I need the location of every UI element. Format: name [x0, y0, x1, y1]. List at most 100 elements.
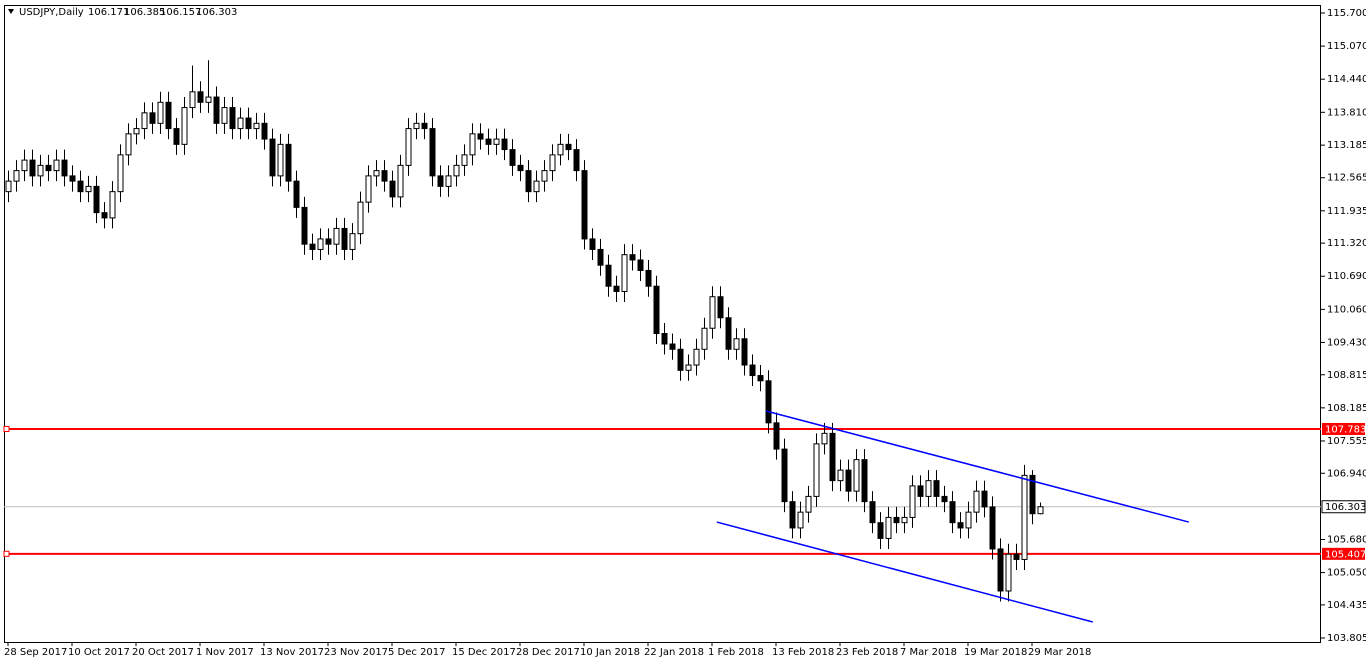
candle-body	[469, 133, 476, 156]
y-tick-label: 109.430	[1327, 337, 1366, 348]
x-tick-label: 15 Dec 2017	[452, 647, 516, 658]
candle-body	[941, 495, 948, 503]
candle-body	[165, 101, 172, 130]
y-tick-label: 112.565	[1327, 173, 1366, 184]
x-tick-label: 22 Jan 2018	[644, 647, 704, 658]
candle-body	[573, 149, 580, 172]
candle-body	[845, 469, 852, 492]
candle-body	[157, 101, 164, 124]
level-label: 105.407	[1325, 549, 1366, 560]
candle-body	[181, 107, 188, 145]
candle-body	[341, 227, 348, 250]
candle-body	[541, 170, 548, 182]
candle-body	[885, 516, 892, 539]
candle-body	[813, 443, 820, 497]
x-tick-label: 23 Nov 2017	[324, 647, 388, 658]
candle-body	[61, 159, 68, 177]
candle-body	[909, 485, 916, 518]
candle-body	[893, 516, 900, 524]
x-tick-label: 28 Dec 2017	[516, 647, 580, 658]
y-tick-label: 115.070	[1327, 41, 1366, 52]
candle-body	[485, 138, 492, 145]
candle-body	[421, 122, 428, 130]
candle-body	[917, 485, 924, 497]
x-tick-label: 23 Feb 2018	[836, 647, 898, 658]
candle-body	[397, 164, 404, 198]
x-tick-label: 19 Mar 2018	[964, 647, 1027, 658]
menu-arrow[interactable]	[8, 9, 14, 14]
y-tick-label: 104.435	[1327, 600, 1366, 611]
candle-body	[29, 159, 36, 177]
candle-body	[213, 96, 220, 124]
y-tick-label: 106.940	[1327, 468, 1366, 479]
y-tick-label: 110.060	[1327, 304, 1366, 315]
candle-body	[981, 490, 988, 508]
candle-body	[413, 122, 420, 130]
candle-body	[269, 138, 276, 177]
trendline	[716, 521, 1093, 623]
candle-body	[197, 91, 204, 103]
candle-body	[109, 191, 116, 219]
plot-frame	[4, 5, 1321, 643]
x-tick-label: 7 Mar 2018	[900, 647, 957, 658]
candle-body	[1005, 553, 1012, 592]
current-price-box	[1321, 500, 1366, 514]
candle-body	[381, 170, 388, 182]
candle-body	[461, 154, 468, 166]
candle-body	[1037, 506, 1044, 515]
candle-body	[101, 212, 108, 219]
candle-body	[693, 348, 700, 366]
y-tick-label: 111.935	[1327, 206, 1366, 217]
level-handle	[3, 550, 10, 557]
candle-body	[725, 317, 732, 350]
candle-body	[565, 143, 572, 151]
candle-body	[581, 170, 588, 240]
y-tick-label: 113.185	[1327, 140, 1366, 151]
candle-body	[1029, 474, 1036, 515]
candle-body	[877, 522, 884, 539]
candle-body	[821, 432, 828, 445]
low-value: 106.157	[160, 7, 201, 18]
candle-body	[789, 501, 796, 529]
candle-body	[733, 338, 740, 350]
candle-body	[149, 112, 156, 124]
x-tick-label: 29 Mar 2018	[1028, 647, 1091, 658]
candle-body	[325, 238, 332, 245]
candle-body	[653, 285, 660, 335]
candle-body	[525, 170, 532, 193]
candle-body	[365, 175, 372, 203]
y-tick-label: 105.680	[1327, 534, 1366, 545]
candle-body	[133, 128, 140, 135]
candle-body	[453, 164, 460, 177]
trendline	[765, 410, 1189, 523]
candle-body	[533, 180, 540, 193]
x-tick-label: 28 Sep 2017	[4, 647, 67, 658]
candle-body	[445, 175, 452, 187]
candle-body	[797, 511, 804, 529]
candle-body	[557, 143, 564, 156]
candle-body	[509, 149, 516, 166]
x-tick-label: 13 Feb 2018	[772, 647, 834, 658]
y-tick-label: 113.810	[1327, 107, 1366, 118]
candle-body	[781, 448, 788, 503]
y-tick-label: 105.050	[1327, 568, 1366, 579]
candle-body	[709, 296, 716, 329]
candle-body	[973, 490, 980, 513]
candle-body	[661, 333, 668, 345]
candle-body	[317, 238, 324, 250]
candle-body	[517, 164, 524, 172]
candle-body	[261, 122, 268, 140]
candle-body	[93, 185, 100, 214]
candle-body	[493, 138, 500, 145]
candle-body	[301, 206, 308, 245]
candle-body	[85, 185, 92, 193]
candle-body	[765, 380, 772, 424]
candle-body	[869, 501, 876, 524]
candle-body	[141, 112, 148, 130]
candle-body	[861, 459, 868, 503]
candle-body	[597, 248, 604, 266]
y-tick-label: 115.700	[1327, 8, 1366, 19]
candle-body	[621, 254, 628, 292]
candle-body	[957, 522, 964, 529]
